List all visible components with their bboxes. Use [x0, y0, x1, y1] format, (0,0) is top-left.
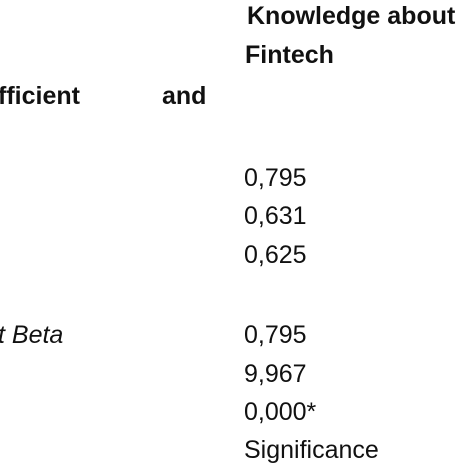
significance-label: Significance: [244, 436, 379, 464]
row-label-coefficient: fficient: [0, 82, 80, 110]
correlation-value-3: 0,625: [244, 241, 307, 269]
regression-value-beta: 0,795: [244, 321, 307, 349]
row-label-and: and: [162, 82, 207, 110]
correlation-value-2: 0,631: [244, 202, 307, 230]
regression-value-sig: 0,000*: [244, 398, 317, 426]
row-label-beta: t Beta: [0, 321, 64, 349]
column-header-line1: Knowledge about: [247, 2, 456, 30]
correlation-value-1: 0,795: [244, 164, 307, 192]
regression-value-t: 9,967: [244, 360, 307, 388]
column-header-line2: Fintech: [245, 41, 334, 69]
